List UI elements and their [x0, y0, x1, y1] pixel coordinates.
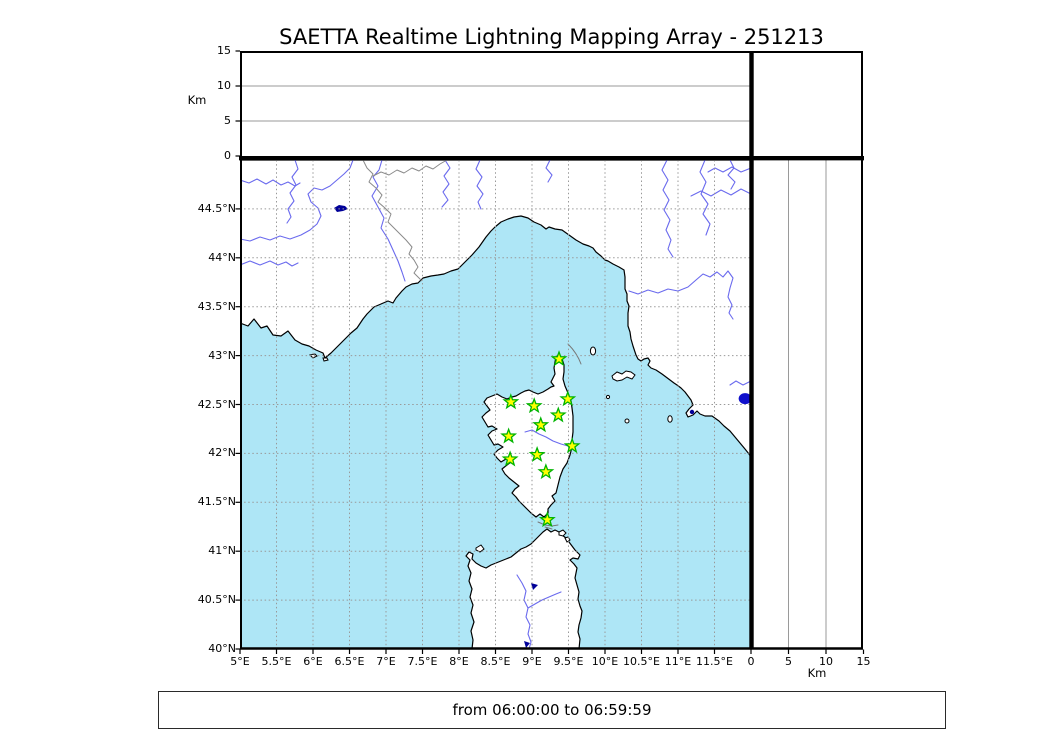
lon-tick-label: 8.5°E: [480, 655, 511, 668]
station-marker: [525, 397, 543, 414]
altitude-tick-label: 15: [217, 44, 231, 57]
island-giglio: [667, 415, 673, 423]
time-range-text: from 06:00:00 to 06:59:59: [452, 701, 652, 719]
station-marker: [500, 427, 518, 444]
lake-serre-poncon: [334, 205, 348, 212]
coastline-mainland: [240, 160, 751, 458]
lagoon-orbetello: [689, 409, 695, 415]
large-lake-layer: [738, 393, 751, 405]
lon-tick-label: 5.5°E: [261, 655, 292, 668]
lon-tick-label: 5°E: [230, 655, 250, 668]
lat-tick-label: 42.5°N: [197, 397, 236, 411]
lat-tick-label: 44°N: [208, 250, 236, 264]
map-panel: [240, 160, 751, 649]
station-marker: [532, 416, 550, 433]
station-marker: [563, 437, 581, 454]
lon-tick-label: 6°E: [303, 655, 323, 668]
distance-axis-label: Km: [807, 666, 827, 680]
lon-tick-label: 8°E: [449, 655, 469, 668]
station-marker: [502, 393, 520, 410]
lat-tick-label: 43.5°N: [197, 299, 236, 313]
station-marker: [538, 511, 556, 528]
altitude-tick-label: 0: [224, 149, 231, 162]
station-marker: [549, 406, 567, 423]
coastline-sardinia: [465, 528, 583, 649]
lon-tick-label: 11°E: [664, 655, 692, 668]
station-marker: [550, 350, 568, 367]
coast-fragment-bonifacio-strait: [537, 521, 559, 530]
station-marker: [537, 463, 555, 480]
lon-tick-label: 9°E: [522, 655, 542, 668]
map-grid: [240, 160, 751, 649]
station-marker: [559, 390, 577, 407]
island-montecristo: [624, 418, 630, 424]
time-range-box: from 06:00:00 to 06:59:59: [158, 691, 946, 729]
axis-ticks: [235, 50, 865, 654]
station-marker: [501, 450, 519, 467]
distance-tick-label: 15: [856, 655, 871, 668]
islands-maddalena: [558, 529, 571, 543]
figure-title: SAETTA Realtime Lightning Mapping Array …: [279, 25, 824, 49]
station-marker: [528, 445, 546, 463]
lon-tick-label: 7.5°E: [407, 655, 438, 668]
lake-coghinas: [531, 583, 538, 590]
lat-tick-label: 41°N: [208, 544, 236, 558]
lon-tick-label: 9.5°E: [553, 655, 584, 668]
river-arno: [628, 270, 734, 320]
lat-tick-label: 43°N: [208, 348, 236, 362]
lat-tick-label: 40.5°N: [197, 593, 236, 607]
altitude-tick-label: 10: [217, 79, 231, 92]
island-asinara: [475, 544, 485, 553]
panel-gridlines: [242, 85, 827, 648]
lon-tick-label: 10.5°E: [623, 655, 660, 668]
lon-tick-label: 7°E: [376, 655, 396, 668]
island-capraia: [589, 346, 597, 356]
altitude-tick-label: 5: [224, 114, 231, 127]
country-border-layer: [362, 160, 448, 282]
lake-layer: [334, 205, 695, 648]
altitude-axis-label: Km: [187, 93, 207, 107]
lat-tick-label: 41.5°N: [197, 495, 236, 509]
station-layer: [500, 350, 581, 528]
border-france-italy: [362, 160, 423, 282]
lat-tick-label: 42°N: [208, 446, 236, 460]
lat-tick-label: 44.5°N: [197, 201, 236, 215]
lake-bolsena: [738, 393, 751, 405]
coast-fragment-capcorse: [567, 343, 582, 365]
lake-sardinia-south: [524, 641, 530, 648]
distance-tick-label: 5: [785, 655, 792, 668]
lat-tick-label: 40°N: [208, 642, 236, 655]
distance-tick-label: 10: [819, 655, 833, 668]
lon-tick-label: 6.5°E: [334, 655, 365, 668]
frames: [239, 51, 864, 650]
lon-tick-label: 10°E: [591, 655, 619, 668]
lon-tick-label: 11.5°E: [696, 655, 733, 668]
island-pianosa: [605, 394, 611, 400]
distance-tick-label: 0: [747, 655, 755, 668]
island-elba: [611, 370, 636, 382]
